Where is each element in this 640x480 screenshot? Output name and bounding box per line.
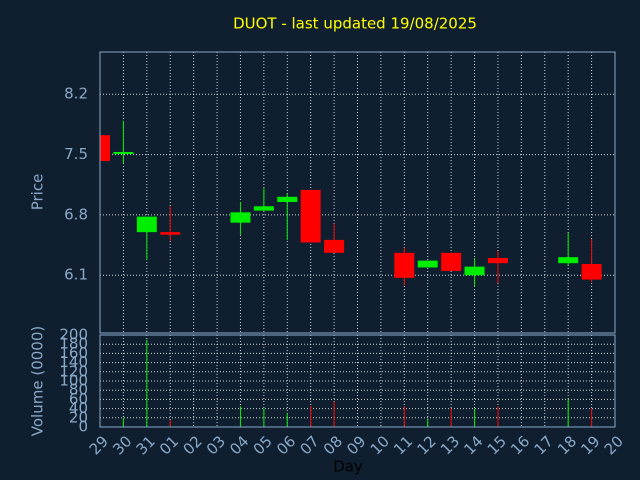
candle-body: [441, 252, 462, 271]
candle-body: [558, 257, 579, 264]
x-axis-label: Day: [333, 458, 363, 476]
candle-body: [230, 212, 251, 223]
y-tick-label: 7.5: [64, 145, 88, 163]
candle-body: [277, 196, 298, 202]
price-frame: [99, 51, 616, 334]
volume-tick-label: 80: [69, 381, 88, 399]
volume-tick-label: 0: [78, 418, 88, 436]
y-tick-label: 6.8: [64, 205, 88, 223]
candle-body: [417, 260, 438, 268]
volume-tick-label: 100: [59, 372, 88, 390]
candle-body: [100, 135, 110, 162]
price-panel: [100, 52, 615, 333]
volume-tick-label: 140: [59, 353, 88, 371]
volume-tick-label: 60: [69, 390, 88, 408]
candle-body: [487, 258, 508, 264]
candle-body: [464, 266, 485, 276]
y-tick-label: 6.1: [64, 266, 88, 284]
volume-tick-label: 180: [59, 335, 88, 353]
candle-body: [160, 232, 181, 235]
volume-panel: [100, 335, 615, 427]
volume-tick-label: 200: [59, 326, 88, 344]
candle-body: [300, 189, 321, 243]
y-axis-label: Price: [29, 174, 47, 211]
volume-tick-label: 20: [69, 408, 88, 426]
chart-title: DUOT - last updated 19/08/2025: [233, 15, 477, 33]
volume-tick-label: 40: [69, 399, 88, 417]
volume-axis-label: Volume (0000): [29, 326, 47, 436]
candle-body: [394, 252, 415, 278]
candle-body: [113, 151, 134, 154]
candle-body: [253, 206, 274, 211]
candle-body: [324, 239, 345, 253]
volume-tick-label: 160: [59, 344, 88, 362]
volume-frame: [99, 334, 616, 428]
volume-tick-label: 120: [59, 362, 88, 380]
candle-body: [136, 216, 157, 233]
y-tick-label: 8.2: [64, 85, 88, 103]
candle-body: [581, 264, 602, 280]
